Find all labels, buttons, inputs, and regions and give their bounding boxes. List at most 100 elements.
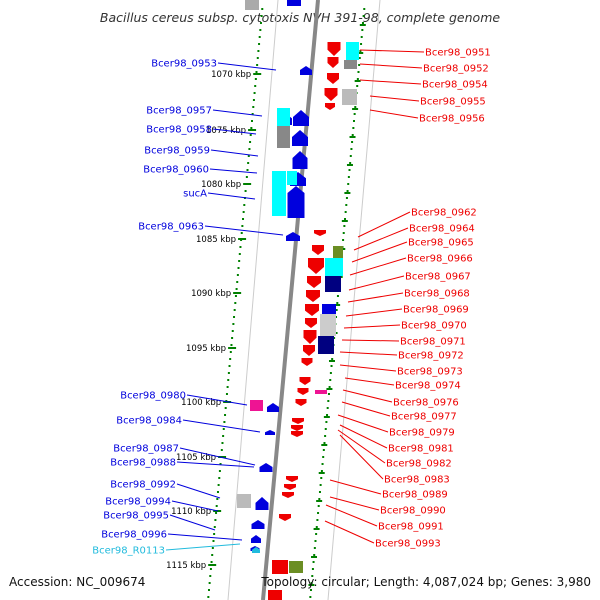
- gene-label[interactable]: Bcer98_0977: [391, 412, 457, 423]
- forward-gene-arrow: [300, 66, 312, 75]
- cog-block: [315, 390, 327, 394]
- gene-features: [237, 0, 359, 600]
- cog-block: [342, 89, 357, 105]
- label-leader-line: [207, 192, 256, 200]
- gene-label[interactable]: Bcer98_0956: [419, 114, 485, 125]
- label-leader-line: [345, 308, 403, 317]
- gene-label[interactable]: Bcer98_0959: [144, 146, 210, 157]
- gene-label[interactable]: Bcer98_0954: [422, 80, 488, 91]
- gene-label[interactable]: Bcer98_0984: [116, 416, 182, 427]
- gene-label[interactable]: Bcer98_R0113: [92, 546, 165, 557]
- gene-label[interactable]: Bcer98_0996: [101, 530, 167, 541]
- label-leader-line: [212, 109, 263, 117]
- gene-label[interactable]: Bcer98_0983: [384, 475, 450, 486]
- gene-label[interactable]: Bcer98_0970: [401, 321, 467, 332]
- gene-label[interactable]: Bcer98_0972: [398, 351, 464, 362]
- gene-label[interactable]: Bcer98_0979: [389, 428, 455, 439]
- label-leader-line: [217, 62, 277, 71]
- cog-block: [325, 276, 341, 292]
- label-leader-line: [186, 394, 248, 406]
- gene-label[interactable]: Bcer98_0994: [105, 497, 171, 508]
- label-leader-line: [348, 275, 405, 291]
- gene-label[interactable]: Bcer98_0967: [405, 272, 471, 283]
- kbp-tick-label: 1095 kbp: [186, 344, 226, 354]
- cog-block: [245, 0, 259, 10]
- gene-label[interactable]: Bcer98_0971: [400, 337, 466, 348]
- gene-label[interactable]: Bcer98_0963: [138, 222, 204, 233]
- kbp-tick-label: 1070 kbp: [211, 70, 251, 80]
- reverse-gene-arrow: [327, 42, 341, 56]
- gene-label[interactable]: Bcer98_0989: [382, 490, 448, 501]
- label-leader-line: [347, 292, 404, 303]
- gene-label[interactable]: Bcer98_0990: [380, 506, 446, 517]
- reverse-gene-labels: Bcer98_0951 Bcer98_0952 Bcer98_0954 Bcer98_…: [324, 48, 491, 550]
- gene-label[interactable]: Bcer98_0982: [386, 459, 452, 470]
- gene-label[interactable]: Bcer98_0974: [395, 381, 461, 392]
- gene-label[interactable]: Bcer98_0962: [411, 208, 477, 219]
- tick-dot-tracks: [207, 8, 366, 598]
- gene-label[interactable]: Bcer98_0957: [146, 106, 212, 117]
- label-leader-line: [342, 389, 393, 403]
- gene-label[interactable]: Bcer98_0992: [110, 480, 176, 491]
- gene-label[interactable]: Bcer98_0995: [103, 511, 169, 522]
- gene-label[interactable]: Bcer98_0988: [110, 458, 176, 469]
- gene-label[interactable]: Bcer98_0981: [388, 444, 454, 455]
- gene-label[interactable]: Bcer98_0965: [408, 238, 474, 249]
- forward-gene-arrow: [252, 547, 260, 553]
- cog-block: [320, 314, 336, 336]
- gene-label[interactable]: Bcer98_0976: [393, 398, 459, 409]
- gene-label[interactable]: Bcer98_0966: [407, 254, 473, 265]
- gene-label[interactable]: Bcer98_0969: [403, 305, 469, 316]
- gene-label[interactable]: Bcer98_0951: [425, 48, 491, 59]
- label-leader-line: [337, 429, 386, 464]
- cog-block: [287, 0, 301, 6]
- label-leader-line: [212, 128, 257, 135]
- reverse-gene-arrow: [306, 290, 320, 302]
- cog-block: [287, 171, 297, 185]
- gene-label[interactable]: Bcer98_0952: [423, 64, 489, 75]
- label-leader-line: [179, 447, 256, 466]
- label-leader-line: [351, 241, 408, 263]
- cog-block: [289, 561, 303, 573]
- gene-label[interactable]: Bcer98_0955: [420, 97, 486, 108]
- label-leader-line: [169, 514, 216, 531]
- reverse-gene-arrow: [308, 258, 324, 274]
- label-leader-line: [339, 424, 388, 449]
- cog-block: [277, 126, 290, 148]
- accession-text: Accession: NC_009674: [9, 575, 145, 589]
- cog-block: [346, 42, 359, 60]
- gene-label[interactable]: Bcer98_0964: [409, 224, 475, 235]
- gene-label[interactable]: Bcer98_0991: [378, 522, 444, 533]
- gene-label[interactable]: Bcer98_0953: [151, 59, 217, 70]
- forward-gene-arrow: [293, 110, 309, 126]
- kbp-tick-label: 1105 kbp: [176, 453, 216, 463]
- reverse-gene-arrow: [324, 88, 338, 101]
- gene-label[interactable]: Bcer98_0968: [404, 289, 470, 300]
- gene-label[interactable]: Bcer98_0958: [146, 125, 212, 136]
- label-leader-line: [337, 414, 389, 433]
- label-leader-line: [359, 49, 425, 53]
- label-leader-line: [182, 419, 261, 433]
- label-leader-line: [339, 434, 384, 480]
- forward-gene-arrow: [259, 463, 273, 472]
- cog-block: [344, 60, 357, 69]
- label-leader-line: [341, 401, 391, 417]
- gene-label[interactable]: sucA: [183, 189, 207, 200]
- gene-label[interactable]: Bcer98_0980: [120, 391, 186, 402]
- kbp-tick-label: 1080 kbp: [201, 180, 241, 190]
- reverse-gene-arrow: [291, 425, 303, 431]
- label-leader-line: [176, 483, 221, 499]
- gene-label[interactable]: Bcer98_0993: [375, 539, 441, 550]
- kbp-tick-label: 1100 kbp: [181, 398, 221, 408]
- gene-label[interactable]: Bcer98_0973: [397, 367, 463, 378]
- reverse-gene-arrow: [282, 492, 294, 498]
- reverse-gene-arrow: [301, 358, 313, 366]
- reverse-gene-arrow: [279, 514, 291, 521]
- reverse-gene-arrow: [297, 388, 309, 395]
- gene-label[interactable]: Bcer98_0960: [143, 165, 209, 176]
- label-leader-line: [171, 500, 219, 512]
- label-leader-line: [344, 377, 395, 386]
- reverse-gene-arrow: [286, 476, 298, 482]
- gene-label[interactable]: Bcer98_0987: [113, 444, 179, 455]
